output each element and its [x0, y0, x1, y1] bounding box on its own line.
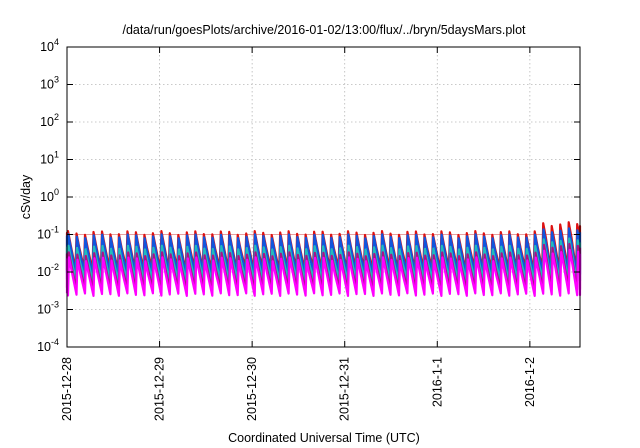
x-tick-labels: 2015-12-28 2015-12-29 2015-12-30 2015-12-31…	[60, 357, 537, 421]
y-tick-label: 10-1	[37, 225, 59, 242]
y-tick-label: 104	[40, 37, 59, 54]
y-tick-labels: 10-4 10-3 10-2 10-1 100 101 102 103 104	[37, 37, 59, 354]
chart-title: /data/run/goesPlots/archive/2016-01-02/1…	[122, 23, 526, 37]
x-tick-label: 2015-12-30	[245, 357, 259, 421]
y-axis-label: cSv/day	[19, 174, 33, 219]
y-tick-label: 102	[40, 112, 59, 129]
x-tick-label: 2016-1-2	[523, 357, 537, 407]
x-tick-label: 2015-12-29	[153, 357, 167, 421]
y-tick-label: 10-4	[37, 337, 59, 354]
axis-ticks	[66, 46, 580, 348]
y-tick-label: 10-3	[37, 300, 59, 317]
series-line-5	[65, 248, 582, 297]
x-axis-label: Coordinated Universal Time (UTC)	[228, 431, 420, 445]
x-tick-label: 2015-12-28	[60, 357, 74, 421]
x-tick-label: 2015-12-31	[338, 357, 352, 421]
y-tick-label: 100	[40, 187, 59, 204]
series-group	[65, 221, 582, 297]
y-tick-label: 10-2	[37, 262, 59, 279]
y-tick-label: 101	[40, 150, 59, 167]
x-tick-label: 2016-1-1	[430, 357, 444, 407]
y-tick-label: 103	[40, 75, 59, 92]
